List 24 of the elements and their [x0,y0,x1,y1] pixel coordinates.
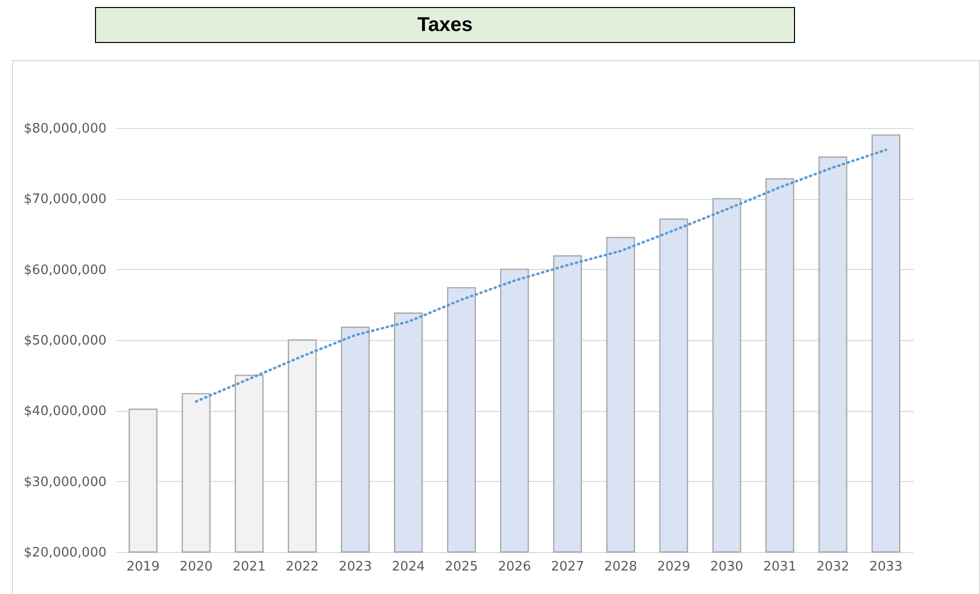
x-tick-label: 2020 [180,560,213,574]
y-tick-label: $60,000,000 [24,262,106,278]
x-tick-label: 2032 [816,560,850,574]
chart-title: Taxes [95,7,795,43]
x-tick-label: 2023 [338,560,372,574]
x-tick-label: 2033 [869,560,902,574]
y-tick-label: $40,000,000 [24,404,106,420]
x-tick-label: 2031 [763,560,796,574]
x-tick-label: 2021 [232,560,266,574]
y-tick-label: $70,000,000 [24,192,106,208]
x-tick-label: 2019 [126,560,160,574]
x-tick-label: 2030 [710,560,744,574]
y-tick-label: $50,000,000 [24,334,106,348]
x-tick-label: 2026 [498,560,532,574]
line-series [194,148,888,403]
x-tick-label: 2028 [604,560,638,574]
y-tick-label: $30,000,000 [24,474,106,490]
y-tick-label: $80,000,000 [24,122,106,136]
x-tick-label: 2027 [551,560,584,574]
x-tick-label: 2029 [657,560,690,574]
y-tick-label: $20,000,000 [24,546,106,560]
x-tick-label: 2024 [392,560,425,574]
x-tick-label: 2025 [444,560,478,574]
x-tick-label: 2022 [286,560,319,574]
